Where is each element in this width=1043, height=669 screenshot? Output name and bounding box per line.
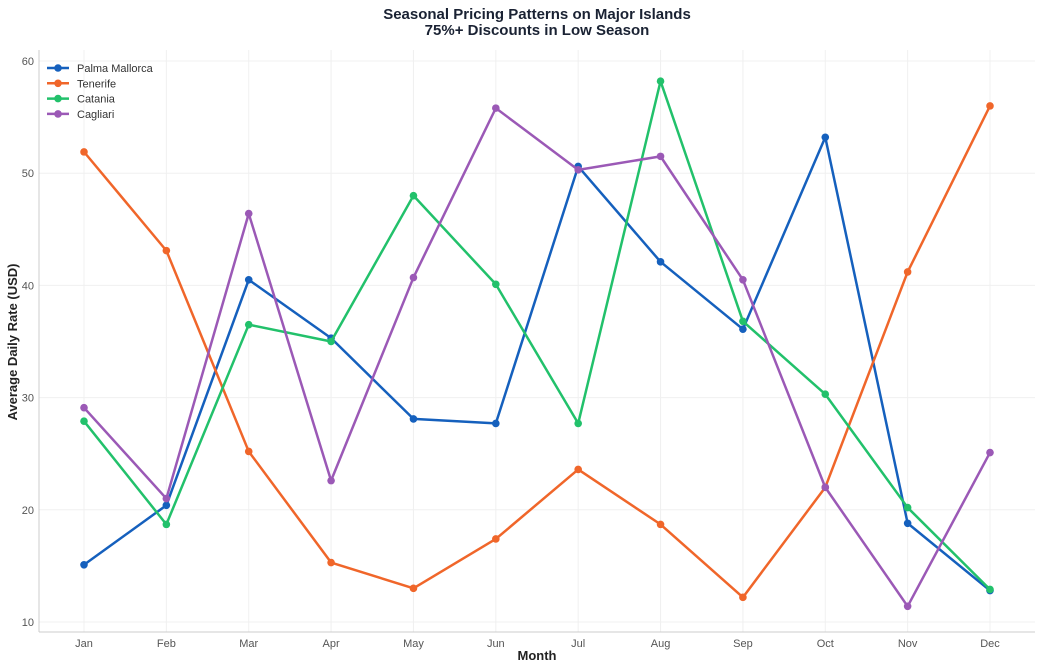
series-palma-mallorca (80, 133, 994, 595)
y-tick-label: 20 (22, 505, 34, 517)
data-point (162, 246, 171, 255)
data-point (409, 584, 418, 593)
legend-item: Tenerife (47, 78, 116, 90)
x-tick-label: Apr (323, 638, 340, 650)
svg-text:Cagliari: Cagliari (77, 109, 114, 121)
data-point (986, 448, 994, 457)
data-point (986, 102, 994, 110)
data-point (986, 585, 994, 594)
x-tick-label: Feb (157, 638, 176, 650)
data-point (327, 558, 335, 567)
series-cagliari (80, 104, 994, 611)
grid-lines (39, 50, 1035, 632)
x-tick-label: Jul (571, 638, 585, 650)
x-tick-label: Dec (980, 638, 1000, 650)
chart-title: Seasonal Pricing Patterns on Major Islan… (383, 6, 691, 23)
data-point (903, 602, 912, 611)
data-point (574, 465, 582, 474)
x-tick-label: Oct (817, 638, 834, 650)
y-tick-label: 50 (22, 168, 34, 180)
data-point (739, 275, 747, 284)
x-tick-label: Jun (487, 638, 505, 650)
legend-item: Palma Mallorca (47, 63, 154, 75)
chart-subtitle: 75%+ Discounts in Low Season (425, 22, 650, 39)
series-tenerife (80, 102, 994, 602)
data-point (80, 148, 88, 156)
x-tick-label: May (403, 638, 424, 650)
data-point (409, 273, 418, 282)
y-axis-label: Average Daily Rate (USD) (5, 263, 20, 420)
data-point (656, 520, 665, 529)
y-tick-label: 40 (22, 280, 34, 292)
axes: 10 20 30 40 50 60 Jan Feb Mar Apr May Jun Jul Aug Sep O… (22, 50, 1035, 650)
data-point (244, 320, 253, 329)
x-tick-label: Nov (898, 638, 918, 650)
data-point (244, 447, 253, 456)
data-point (739, 325, 747, 333)
y-tick-label: 60 (22, 56, 34, 68)
series-catania (80, 77, 994, 594)
data-point (739, 593, 747, 602)
data-point (244, 275, 253, 284)
data-point (574, 419, 582, 428)
data-point (574, 166, 582, 174)
data-point (162, 501, 171, 510)
data-point (80, 560, 88, 569)
data-point (244, 209, 253, 218)
data-point (739, 317, 747, 326)
legend-item: Catania (47, 94, 116, 106)
data-point (903, 268, 912, 276)
data-point (80, 403, 88, 412)
y-tick-label: 30 (22, 393, 34, 405)
legend-item: Cagliari (47, 109, 114, 121)
data-point (162, 494, 171, 503)
svg-text:Catania: Catania (77, 94, 116, 106)
data-point (492, 104, 500, 112)
data-point (492, 419, 500, 428)
data-point (327, 337, 335, 346)
data-point (409, 415, 418, 423)
data-point (821, 390, 830, 399)
x-tick-label: Aug (651, 638, 671, 650)
x-tick-label: Sep (733, 638, 753, 650)
data-point (656, 258, 665, 266)
data-point (327, 476, 335, 485)
data-point (80, 417, 88, 425)
data-point (162, 520, 171, 529)
data-point (821, 133, 830, 142)
y-tick-label: 10 (22, 617, 34, 629)
series-lines (80, 77, 994, 611)
data-point (656, 152, 665, 161)
data-point (409, 191, 418, 200)
data-point (492, 280, 500, 289)
data-point (492, 535, 500, 543)
data-point (656, 77, 665, 85)
legend: Palma Mallorca Tenerife Catania Cagliari (47, 63, 154, 121)
x-tick-label: Mar (239, 638, 258, 650)
svg-text:Tenerife: Tenerife (77, 78, 116, 90)
data-point (903, 503, 912, 512)
x-axis-label: Month (518, 648, 557, 663)
x-tick-label: Jan (75, 638, 93, 650)
data-point (821, 483, 830, 492)
data-point (903, 519, 912, 528)
svg-text:Palma Mallorca: Palma Mallorca (77, 63, 154, 75)
